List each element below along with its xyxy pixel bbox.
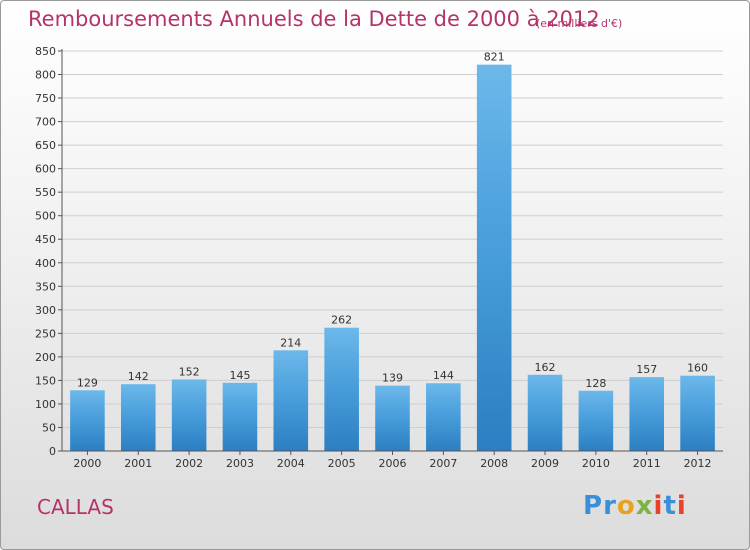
y-tick-label: 650 — [35, 139, 56, 152]
y-tick-label: 500 — [35, 210, 56, 223]
brand-logo: Proxiti — [583, 491, 687, 521]
bar — [70, 390, 105, 451]
bar-value-label: 160 — [687, 362, 708, 375]
y-tick-label: 800 — [35, 69, 56, 82]
data-labels: 129 142 152 145 214 262 139 144 821 162 128 157 160 — [77, 51, 708, 390]
bar-value-label: 821 — [484, 51, 505, 64]
x-tick-label: 2010 — [582, 457, 610, 470]
y-tick-label: 100 — [35, 398, 56, 411]
y-tick-label: 50 — [42, 421, 56, 434]
x-tick-label: 2011 — [633, 457, 661, 470]
bar — [476, 64, 512, 451]
y-tick-label: 450 — [35, 233, 56, 246]
bar-value-label: 152 — [179, 365, 200, 378]
y-tick-label: 150 — [35, 374, 56, 387]
bar-value-label: 162 — [535, 361, 556, 374]
bar-value-label: 142 — [128, 370, 149, 383]
bar — [578, 390, 614, 451]
y-tick-label: 550 — [35, 186, 56, 199]
y-tick-label: 600 — [35, 163, 56, 176]
x-tick-label: 2001 — [124, 457, 152, 470]
bar — [375, 385, 410, 451]
bar — [171, 379, 207, 451]
bar — [426, 383, 461, 451]
x-tick-label: 2003 — [226, 457, 254, 470]
y-tick-label: 700 — [35, 116, 56, 129]
x-tick-label: 2006 — [379, 457, 407, 470]
bar — [527, 374, 563, 451]
bar — [222, 382, 258, 451]
bar — [680, 375, 715, 451]
bar-value-label: 128 — [585, 377, 606, 390]
bar — [629, 377, 665, 451]
y-tick-label: 350 — [35, 280, 56, 293]
bars — [70, 64, 715, 451]
y-tick-label: 750 — [35, 92, 56, 105]
bar-value-label: 144 — [433, 369, 454, 382]
bar — [273, 350, 309, 451]
bar-value-label: 129 — [77, 376, 98, 389]
bar-value-label: 139 — [382, 372, 403, 385]
bar-value-label: 145 — [229, 369, 250, 382]
y-tick-label: 850 — [35, 45, 56, 58]
y-axis: 0 50 100 150 200 250 300 350 400 450 500 550 600 650 7… — [35, 45, 63, 458]
bar-value-label: 214 — [280, 336, 301, 349]
unit-note: (en milliers d'€) — [536, 17, 623, 30]
bar — [324, 327, 359, 451]
y-tick-label: 400 — [35, 257, 56, 270]
x-tick-label: 2012 — [684, 457, 712, 470]
x-tick-label: 2008 — [480, 457, 508, 470]
x-tick-label: 2009 — [531, 457, 559, 470]
x-tick-label: 2000 — [73, 457, 101, 470]
bar-value-label: 157 — [636, 363, 657, 376]
x-tick-label: 2002 — [175, 457, 203, 470]
bar — [120, 384, 156, 451]
y-tick-label: 200 — [35, 351, 56, 364]
y-tick-label: 0 — [49, 445, 56, 458]
x-tick-label: 2004 — [277, 457, 305, 470]
x-tick-label: 2005 — [328, 457, 356, 470]
y-tick-label: 250 — [35, 327, 56, 340]
x-axis: 2000 2001 2002 2003 2004 2005 2006 2007 2008 2009… — [62, 450, 723, 470]
x-tick-label: 2007 — [429, 457, 457, 470]
gridlines — [62, 50, 723, 428]
chart-title: Remboursements Annuels de la Dette de 20… — [28, 7, 600, 31]
bar-value-label: 262 — [331, 314, 352, 327]
place-name: CALLAS — [37, 495, 114, 519]
y-tick-label: 300 — [35, 304, 56, 317]
